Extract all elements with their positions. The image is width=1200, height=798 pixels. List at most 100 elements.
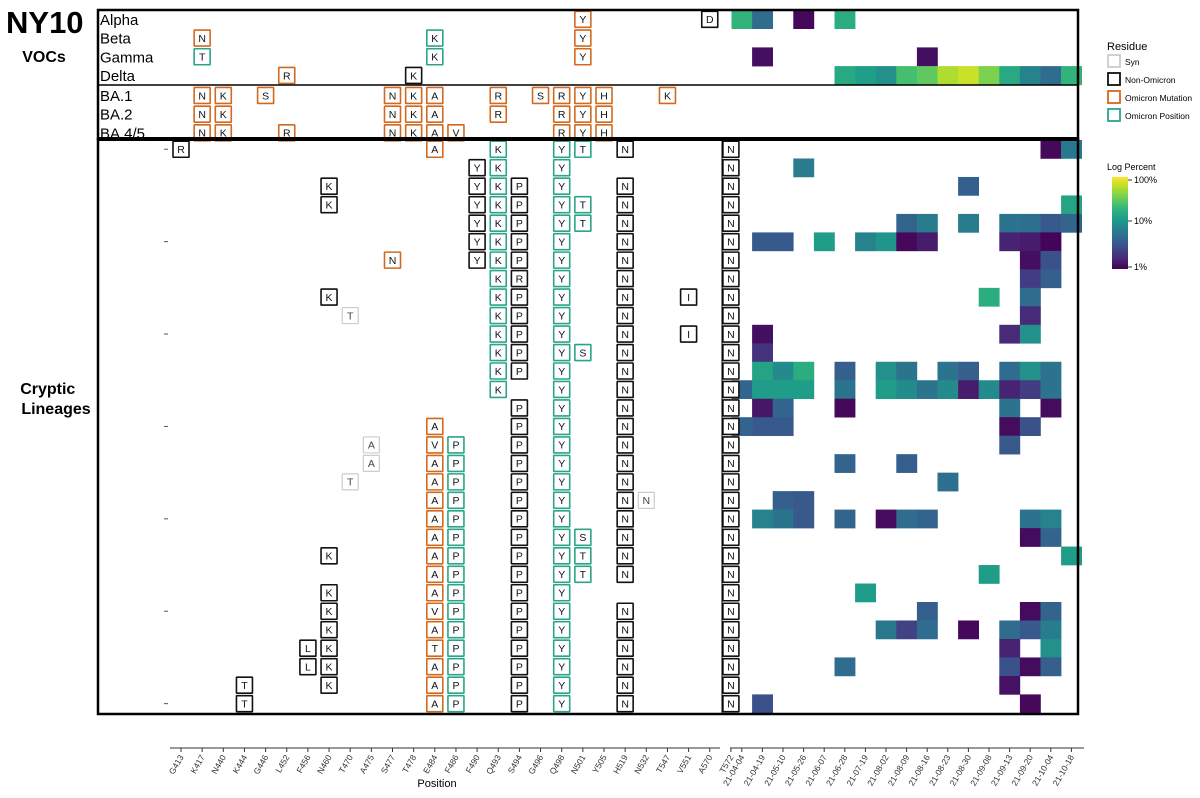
svg-text:Y: Y	[579, 52, 586, 64]
cryptic-heat-28-21-10-04	[1040, 657, 1062, 677]
svg-text:Y: Y	[558, 680, 565, 692]
svg-text:P: P	[516, 495, 523, 507]
voc-cell-4-N501: Y	[574, 86, 592, 105]
cryptic-cell-20-Q498: Y	[552, 510, 571, 528]
svg-text:P: P	[516, 588, 523, 600]
svg-text:N: N	[621, 569, 629, 581]
voc-heat-3-21-06-28	[834, 66, 856, 86]
position-tick-label-F486: F486	[442, 753, 460, 775]
cryptic-heat-2-21-08-30	[958, 176, 979, 196]
cryptic-heat-20-21-08-16	[916, 509, 938, 529]
cryptic-cell-8-V551: I	[679, 288, 698, 306]
cryptic-cell-8-H519: N	[616, 288, 634, 306]
cryptic-cell-26-Q498: Y	[552, 620, 571, 639]
svg-text:K: K	[220, 90, 227, 102]
voc-cell-3-T478: K	[404, 66, 423, 85]
cryptic-cell-4-N501: T	[574, 214, 592, 232]
svg-text:P: P	[452, 514, 459, 526]
cryptic-cell-24-Q498: Y	[552, 583, 571, 602]
position-tick-label-V551: V551	[675, 753, 694, 775]
cryptic-cell-13-Q493: K	[489, 380, 508, 399]
voc-heat-3-21-08-23	[937, 66, 959, 86]
cryptic-heat-4-21-08-30	[958, 213, 979, 233]
svg-text:Y: Y	[558, 384, 565, 396]
svg-text:Y: Y	[558, 477, 565, 489]
svg-text:Y: Y	[558, 163, 565, 175]
cryptic-cell-27-S494: P	[510, 639, 529, 658]
legend-residue-item-0: Syn	[1107, 54, 1140, 68]
svg-text:Y: Y	[558, 218, 565, 230]
svg-text:P: P	[516, 292, 523, 304]
cryptic-heat-30-21-09-20	[1019, 694, 1041, 714]
svg-text:Y: Y	[558, 661, 565, 673]
group-label-vocs: VOCs	[22, 49, 66, 66]
cryptic-cell-10-V551: I	[679, 325, 698, 343]
cryptic-heat-6-21-09-20	[1019, 250, 1041, 270]
voc-name-5: BA.2	[100, 107, 133, 124]
svg-text:N: N	[727, 514, 735, 526]
cryptic-cell-23-Q498: Y	[552, 565, 571, 584]
svg-text:N: N	[727, 698, 735, 710]
cryptic-cell-28-N460: K	[320, 657, 338, 676]
svg-text:N: N	[727, 403, 735, 415]
cryptic-heat-5-21-09-20	[1019, 232, 1041, 252]
x-axis-label: Position	[417, 778, 456, 790]
cryptic-heat-20-21-08-09	[896, 509, 918, 529]
voc-name-3: Delta	[100, 68, 136, 85]
svg-text:Y: Y	[579, 128, 586, 140]
cryptic-heat-4-21-10-04	[1040, 213, 1062, 233]
cryptic-heat-18-21-08-23	[937, 472, 959, 492]
cryptic-cell-3-T572: N	[722, 195, 740, 214]
svg-text:P: P	[516, 606, 523, 618]
cryptic-heat-20-21-10-04	[1040, 509, 1062, 529]
cryptic-cell-16-A475: A	[362, 436, 380, 454]
svg-text:N: N	[621, 514, 629, 526]
svg-text:N: N	[727, 625, 735, 637]
svg-text:P: P	[516, 236, 523, 248]
svg-text:P: P	[516, 347, 523, 359]
cryptic-heat-4-21-08-09	[896, 213, 918, 233]
voc-name-0: Alpha	[100, 12, 139, 29]
cryptic-cell-16-F486: P	[447, 436, 465, 454]
svg-text:A: A	[431, 569, 438, 581]
cryptic-cell-21-T572: N	[722, 528, 740, 547]
heat-cells	[731, 10, 1082, 714]
voc-cell-5-T478: K	[404, 105, 423, 123]
legend-residue-item-3: Omicron Position	[1107, 108, 1190, 122]
voc-cell-4-S477: N	[383, 86, 402, 105]
cryptic-cell-4-F490: Y	[468, 214, 486, 232]
cryptic-cell-22-H519: N	[616, 546, 634, 565]
cryptic-cell-6-F490: Y	[468, 251, 486, 269]
cryptic-cell-2-H519: N	[616, 177, 634, 195]
svg-text:P: P	[516, 329, 523, 341]
voc-cell-5-S477: N	[383, 105, 402, 123]
svg-text:K: K	[495, 255, 502, 267]
cryptic-heat-5-21-08-09	[896, 232, 918, 252]
svg-text:N: N	[727, 458, 735, 470]
svg-text:A: A	[431, 128, 438, 140]
svg-text:Y: Y	[558, 310, 565, 322]
cryptic-cell-15-Q498: Y	[552, 417, 571, 436]
svg-text:K: K	[326, 661, 333, 673]
svg-text:K: K	[431, 33, 438, 45]
svg-text:R: R	[558, 109, 566, 121]
position-tick-label-S477: S477	[379, 753, 398, 775]
voc-name-1: Beta	[100, 31, 132, 48]
voc-cell-4-Q498: R	[552, 86, 571, 105]
cryptic-heat-25-21-10-04	[1040, 602, 1062, 621]
cryptic-heat-12-21-05-26	[793, 361, 815, 381]
cryptic-heat-26-21-08-02	[875, 620, 897, 640]
voc-cell-4-G496: S	[531, 86, 550, 105]
cryptic-cell-0-Q493: K	[489, 140, 508, 159]
legend: Residue Syn Non-Omicron Omicron Mutation Omi…	[1107, 41, 1192, 272]
cryptic-cell-28-T572: N	[722, 657, 740, 676]
cryptic-cell-17-E484: A	[425, 454, 444, 473]
svg-text:Y: Y	[558, 440, 565, 452]
cryptic-cell-13-H519: N	[616, 380, 634, 399]
svg-text:N: N	[621, 347, 629, 359]
svg-text:P: P	[452, 680, 459, 692]
svg-text:N: N	[621, 329, 629, 341]
cryptic-heat-13-21-06-28	[834, 380, 856, 400]
cryptic-cell-11-T572: N	[722, 343, 740, 362]
position-tick-label-N532: N532	[632, 753, 651, 776]
